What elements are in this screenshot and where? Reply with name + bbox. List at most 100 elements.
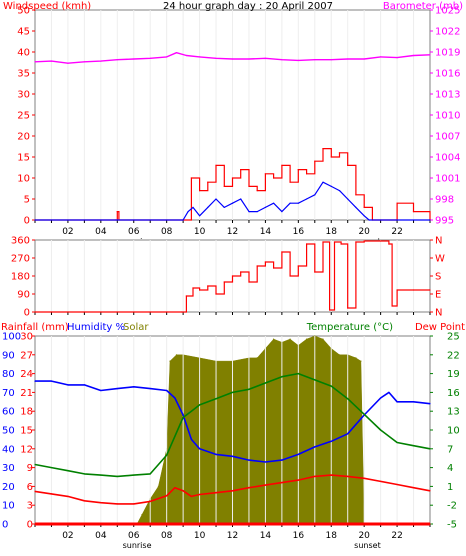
- barometer-series-point: [50, 60, 53, 62]
- wind-direction-series-point: [207, 285, 209, 287]
- wind-x-label-20: 20: [358, 227, 370, 237]
- wind-y-label-40: 40: [17, 48, 30, 59]
- temp-y-label-13: 13: [447, 407, 460, 418]
- humidity-series-point: [412, 401, 415, 403]
- humidity-series-point: [50, 380, 53, 382]
- barometer-series-point: [175, 52, 178, 54]
- humidity-series-point: [380, 397, 382, 399]
- temperature-series-point: [281, 376, 283, 378]
- humidity-series-point: [182, 414, 184, 416]
- climate-x-label-06: 06: [128, 531, 140, 541]
- humidity-series: [35, 380, 431, 463]
- wind-direction-series-point: [185, 295, 187, 297]
- dewpoint-series-point: [182, 490, 184, 492]
- wind-direction-series-point: [34, 311, 36, 313]
- humidity-y-label-90: 90: [2, 350, 15, 361]
- humidity-y-label-20: 20: [2, 482, 15, 493]
- barometer-series-point: [83, 61, 85, 63]
- dewpoint-series-point: [330, 474, 332, 476]
- temperature-series-point: [50, 467, 53, 469]
- rain-y-label-15: 15: [20, 426, 33, 437]
- temperature-series-point: [347, 398, 349, 400]
- barometer-series-point: [149, 57, 151, 59]
- rain-y-label-9: 9: [27, 463, 33, 474]
- chart-title: 24 hour graph day : 20 April 2007: [163, 1, 333, 12]
- wind-average-series-point: [34, 219, 36, 221]
- compass-y-label-E: E: [435, 290, 441, 301]
- temperature-series-point: [133, 474, 135, 476]
- wind-y-label-10: 10: [17, 174, 30, 185]
- baro-y-label-1013: 1013: [435, 90, 460, 101]
- baro-y-label-1004: 1004: [435, 153, 460, 164]
- humidity-series-point: [248, 459, 250, 461]
- wind-average-series-point: [199, 215, 201, 217]
- humidity-series-point: [388, 391, 390, 393]
- windspeed-series-point: [264, 173, 266, 175]
- wind-direction-series-point: [180, 311, 183, 313]
- windspeed-series-point: [355, 194, 357, 196]
- dewpoint-series-point: [50, 493, 53, 495]
- barometer-series-point: [264, 57, 266, 59]
- solar-area-series-point: [355, 357, 357, 359]
- wind-direction-series-point: [248, 281, 250, 283]
- temperature-series-point: [83, 473, 85, 475]
- humidity-series-point: [133, 386, 135, 388]
- windspeed-series-point: [116, 211, 118, 213]
- humidity-series-point: [396, 401, 398, 403]
- temp-y-label-22: 22: [447, 350, 460, 361]
- wind-direction-series-point: [429, 289, 431, 291]
- wind-average-series-point: [338, 190, 341, 192]
- solar-area-series-point: [169, 360, 171, 362]
- temperature-series-point: [380, 429, 382, 431]
- dewpoint-series-point: [116, 503, 118, 505]
- barometer-series-point: [380, 56, 382, 58]
- wind-average-series-point: [273, 202, 275, 204]
- windspeed-series-point: [248, 185, 250, 187]
- temp-y-label-25: 25: [447, 332, 460, 343]
- wind-average-series-point: [347, 198, 349, 200]
- wind-direction-series-point: [412, 289, 415, 291]
- wind-x-label-16: 16: [293, 227, 305, 237]
- rainfall-axis-title: Rainfall (mm): [1, 322, 69, 333]
- humidity-axis-title: Humidity %: [67, 322, 125, 333]
- wind-y-label-50: 50: [17, 6, 30, 17]
- wind-direction-series-point: [223, 281, 225, 283]
- solar-area-series-point: [360, 360, 362, 362]
- wind-average-series-point: [289, 202, 291, 204]
- wind-y-label-45: 45: [17, 27, 30, 38]
- wind-direction-series-point: [388, 243, 390, 245]
- humidity-series-point: [67, 384, 69, 386]
- temperature-series-point: [149, 473, 151, 475]
- solar-area-series-point: [157, 485, 159, 487]
- humidity-series-point: [330, 440, 332, 442]
- solar-area-series-point: [141, 514, 143, 516]
- climate-x-label-10: 10: [194, 531, 206, 541]
- dewpoint-series-point: [347, 475, 349, 477]
- barometer-series-point: [185, 54, 187, 57]
- wind-x-label-06: 06: [128, 227, 140, 237]
- humidity-series-point: [83, 384, 85, 386]
- wind-x-label-02: 02: [62, 227, 73, 237]
- wind-direction-series-point: [192, 287, 194, 289]
- rain-y-label-6: 6: [27, 482, 33, 493]
- temperature-series-point: [330, 385, 332, 387]
- temp-y-label-4: 4: [447, 463, 453, 474]
- barometer-series-point: [67, 62, 69, 64]
- barometer-series-point: [314, 59, 316, 61]
- wind-y-label-0: 0: [24, 216, 30, 227]
- wind-average-series-point: [240, 198, 242, 200]
- wind-direction-series-point: [340, 243, 342, 245]
- barometer-series-point: [330, 59, 332, 61]
- dewpoint-series-point: [281, 482, 283, 484]
- dewpoint-series-point: [133, 503, 135, 505]
- temperature-series-point: [100, 474, 102, 476]
- windspeed-series-point: [347, 164, 349, 166]
- humidity-series-point: [297, 453, 299, 455]
- wind-average-series-point: [368, 219, 370, 221]
- climate-sunset-label: sunset: [354, 541, 381, 550]
- climate-x-label-14: 14: [260, 531, 272, 541]
- windspeed-series-point: [273, 177, 275, 179]
- wind-average-series-point: [297, 202, 299, 204]
- solar-area-series-point: [175, 354, 178, 356]
